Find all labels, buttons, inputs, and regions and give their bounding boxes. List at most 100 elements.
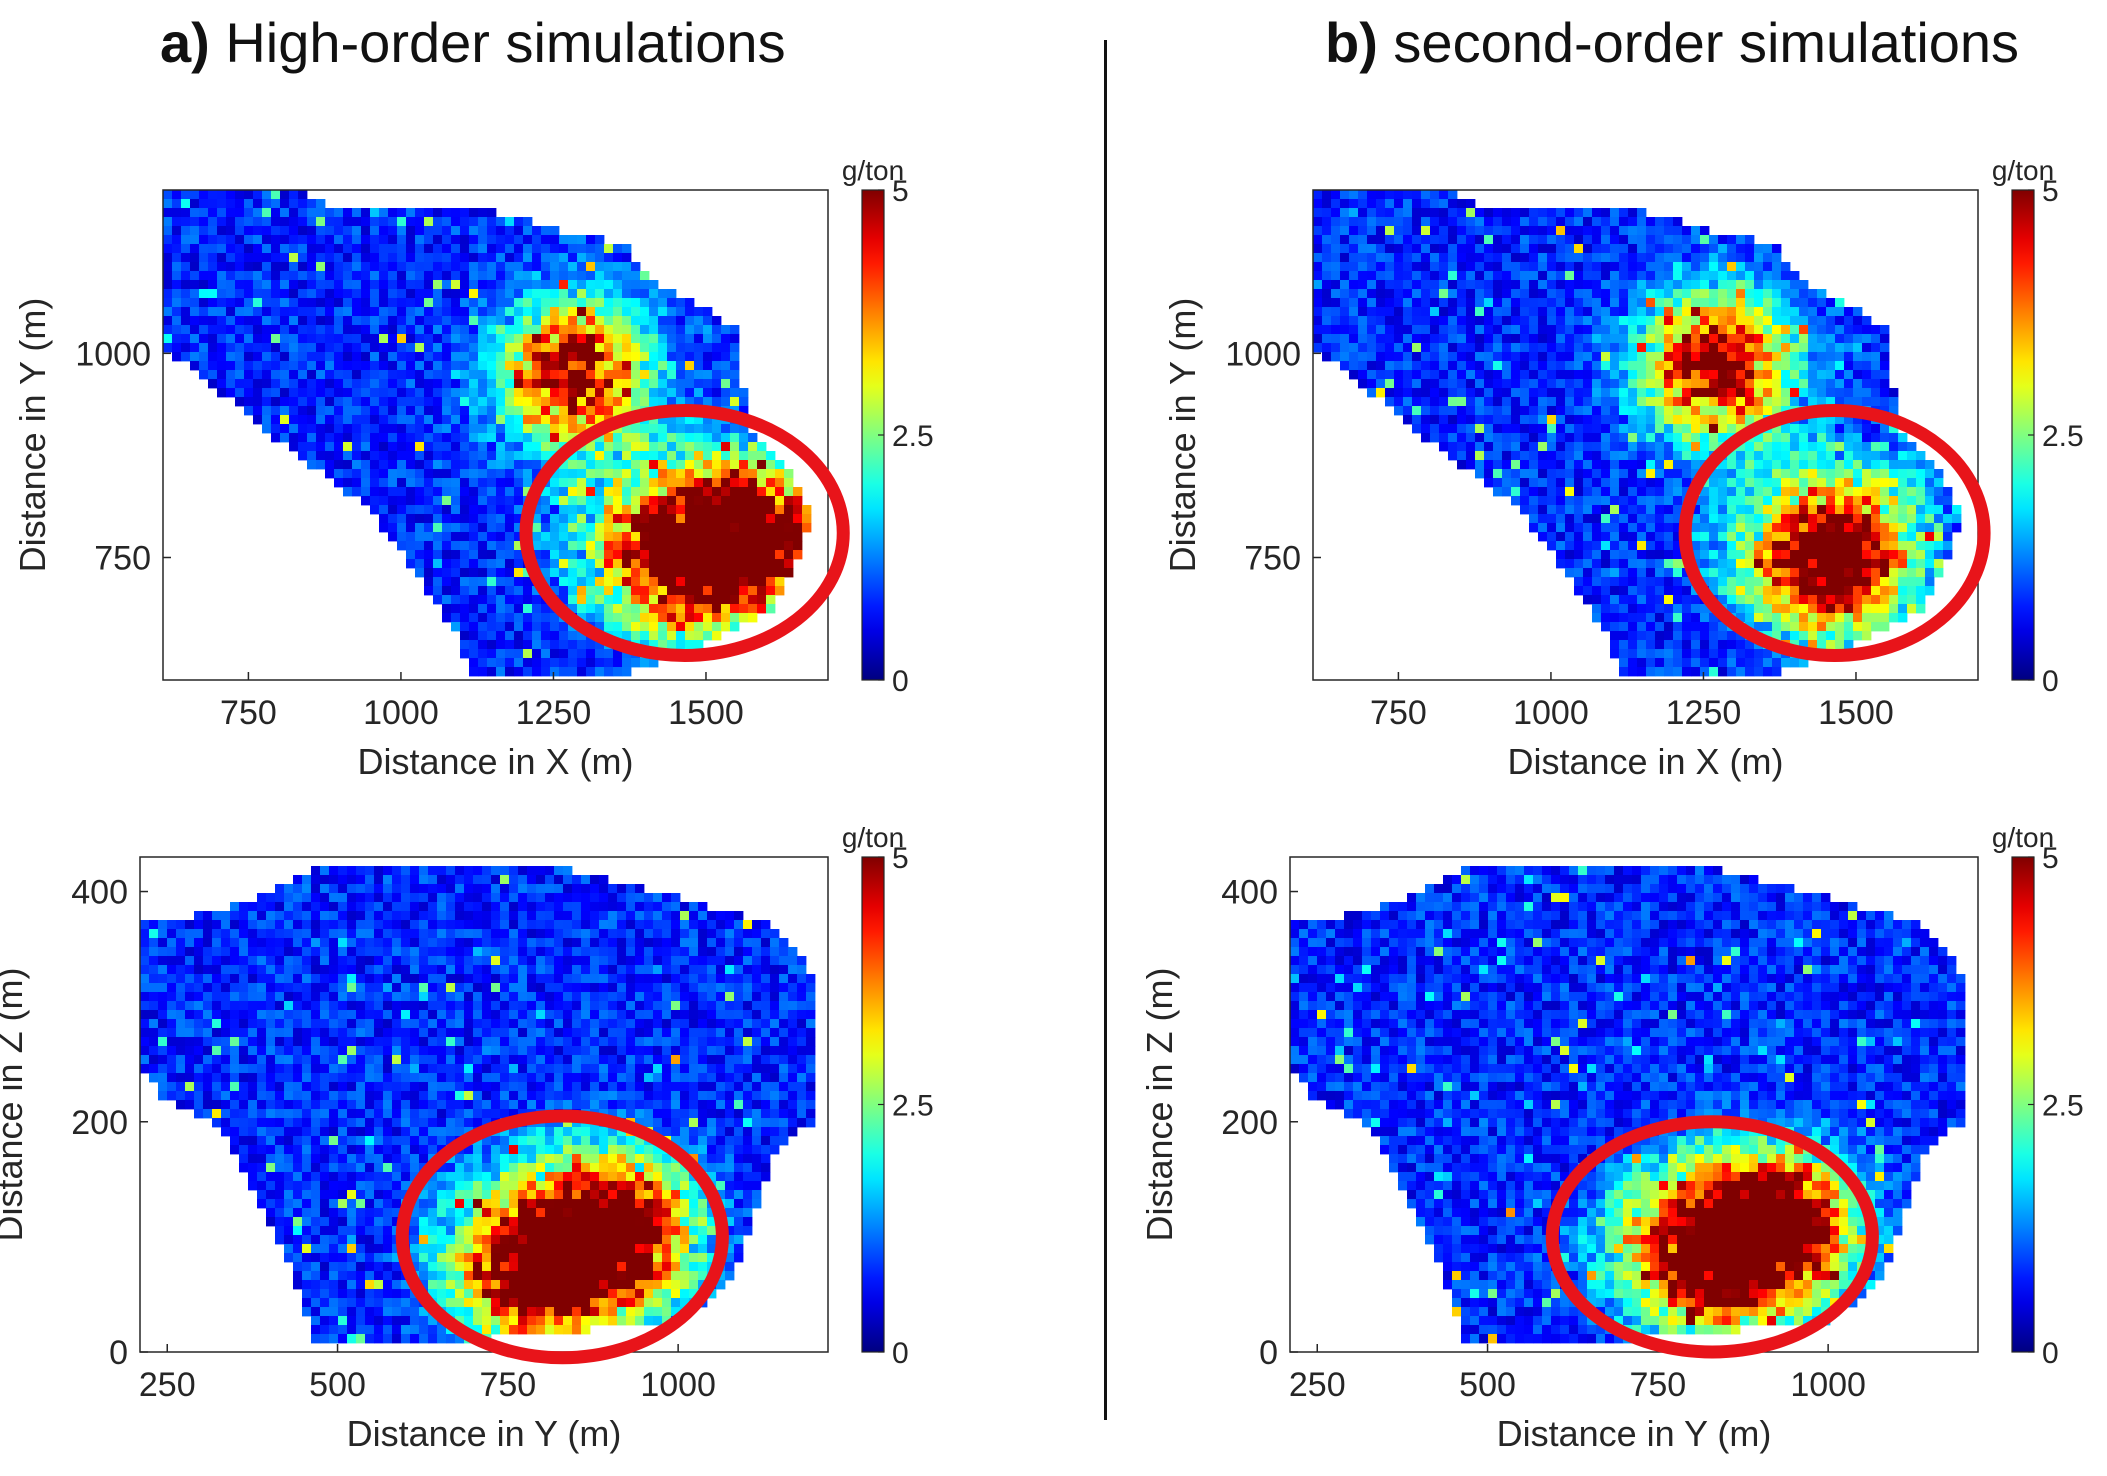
- heatmap-cell: [275, 1055, 285, 1065]
- heatmap-cell: [464, 1145, 474, 1155]
- heatmap-cell: [248, 983, 258, 993]
- heatmap-cell: [779, 983, 789, 993]
- heatmap-cell: [694, 370, 704, 380]
- heatmap-cell: [356, 1073, 366, 1083]
- heatmap-cell: [302, 1001, 312, 1011]
- heatmap-cell: [469, 550, 479, 560]
- heatmap-cell: [352, 325, 362, 335]
- heatmap-cell: [689, 1181, 699, 1191]
- heatmap-cell: [334, 361, 344, 371]
- heatmap-cell: [563, 1190, 573, 1200]
- heatmap-cell: [230, 1073, 240, 1083]
- heatmap-cell: [442, 370, 452, 380]
- heatmap-cell: [631, 262, 641, 272]
- heatmap-cell: [248, 1118, 258, 1128]
- heatmap-cell: [176, 1100, 186, 1110]
- heatmap-cell: [433, 415, 443, 425]
- heatmap-cell: [586, 514, 596, 524]
- heatmap-cell: [536, 1001, 546, 1011]
- heatmap-cell: [451, 343, 461, 353]
- heatmap-cell: [743, 1037, 753, 1047]
- heatmap-cell: [248, 1046, 258, 1056]
- heatmap-cell: [505, 640, 515, 650]
- heatmap-cell: [653, 1100, 663, 1110]
- heatmap-cell: [307, 289, 317, 299]
- heatmap-cell: [491, 1082, 501, 1092]
- heatmap-cell: [595, 496, 605, 506]
- heatmap-cell: [550, 271, 560, 281]
- heatmap-cell: [280, 280, 290, 290]
- heatmap-cell: [635, 893, 645, 903]
- heatmap-cell: [289, 226, 299, 236]
- heatmap-cell: [581, 1028, 591, 1038]
- heatmap-cell: [190, 280, 200, 290]
- heatmap-cell: [518, 1019, 528, 1029]
- heatmap-cell: [383, 920, 393, 930]
- heatmap-cell: [307, 379, 317, 389]
- heatmap-cell: [478, 316, 488, 326]
- heatmap-cell: [262, 334, 272, 344]
- heatmap-cell: [370, 478, 380, 488]
- heatmap-cell: [730, 352, 740, 362]
- heatmap-cell: [725, 1163, 735, 1173]
- heatmap-cell: [613, 271, 623, 281]
- heatmap-cell: [590, 1136, 600, 1146]
- heatmap-cell: [559, 343, 569, 353]
- heatmap-cell: [347, 1100, 357, 1110]
- heatmap-cell: [478, 523, 488, 533]
- heatmap-cell: [167, 1064, 177, 1074]
- heatmap-cell: [500, 1055, 510, 1065]
- heatmap-cell: [181, 199, 191, 209]
- heatmap-cell: [320, 884, 330, 894]
- heatmap-cell: [379, 244, 389, 254]
- heatmap-cell: [577, 334, 587, 344]
- heatmap-cell: [523, 604, 533, 614]
- heatmap-cell: [167, 1028, 177, 1038]
- heatmap-cell: [721, 361, 731, 371]
- heatmap-cell: [482, 1001, 492, 1011]
- heatmap-cell: [527, 1037, 537, 1047]
- heatmap-cell: [235, 334, 245, 344]
- heatmap-cell: [176, 1091, 186, 1101]
- heatmap-cell: [266, 893, 276, 903]
- heatmap-cell: [401, 1028, 411, 1038]
- heatmap-cell: [280, 262, 290, 272]
- heatmap-cell: [410, 1073, 420, 1083]
- heatmap-cell: [554, 911, 564, 921]
- heatmap-cell: [275, 920, 285, 930]
- heatmap-cell: [523, 478, 533, 488]
- heatmap-cell: [230, 1145, 240, 1155]
- heatmap-cell: [784, 505, 794, 515]
- heatmap-cell: [356, 1064, 366, 1074]
- heatmap-cell: [500, 1091, 510, 1101]
- heatmap-cell: [509, 1001, 519, 1011]
- heatmap-cell: [658, 433, 668, 443]
- heatmap-cell: [469, 352, 479, 362]
- heatmap-cell: [482, 1109, 492, 1119]
- heatmap-cell: [541, 649, 551, 659]
- heatmap-cell: [239, 1127, 249, 1137]
- heatmap-cell: [685, 496, 695, 506]
- heatmap-cell: [487, 379, 497, 389]
- heatmap-cell: [554, 1028, 564, 1038]
- heatmap-cell: [676, 532, 686, 542]
- heatmap-cell: [365, 1019, 375, 1029]
- heatmap-cell: [559, 478, 569, 488]
- heatmap-cell: [685, 550, 695, 560]
- heatmap-cell: [743, 956, 753, 966]
- heatmap-cell: [514, 343, 524, 353]
- heatmap-cell: [460, 496, 470, 506]
- heatmap-cell: [568, 406, 578, 416]
- heatmap-cell: [419, 1064, 429, 1074]
- heatmap-cell: [262, 280, 272, 290]
- heatmap-cell: [667, 631, 677, 641]
- heatmap-cell: [608, 974, 618, 984]
- heatmap-cell: [586, 352, 596, 362]
- heatmap-cell: [707, 1154, 717, 1164]
- heatmap-cell: [734, 1073, 744, 1083]
- heatmap-cell: [626, 1091, 636, 1101]
- heatmap-cell: [149, 1010, 159, 1020]
- heatmap-cell: [370, 424, 380, 434]
- heatmap-cell: [572, 1181, 582, 1191]
- heatmap-cell: [680, 1073, 690, 1083]
